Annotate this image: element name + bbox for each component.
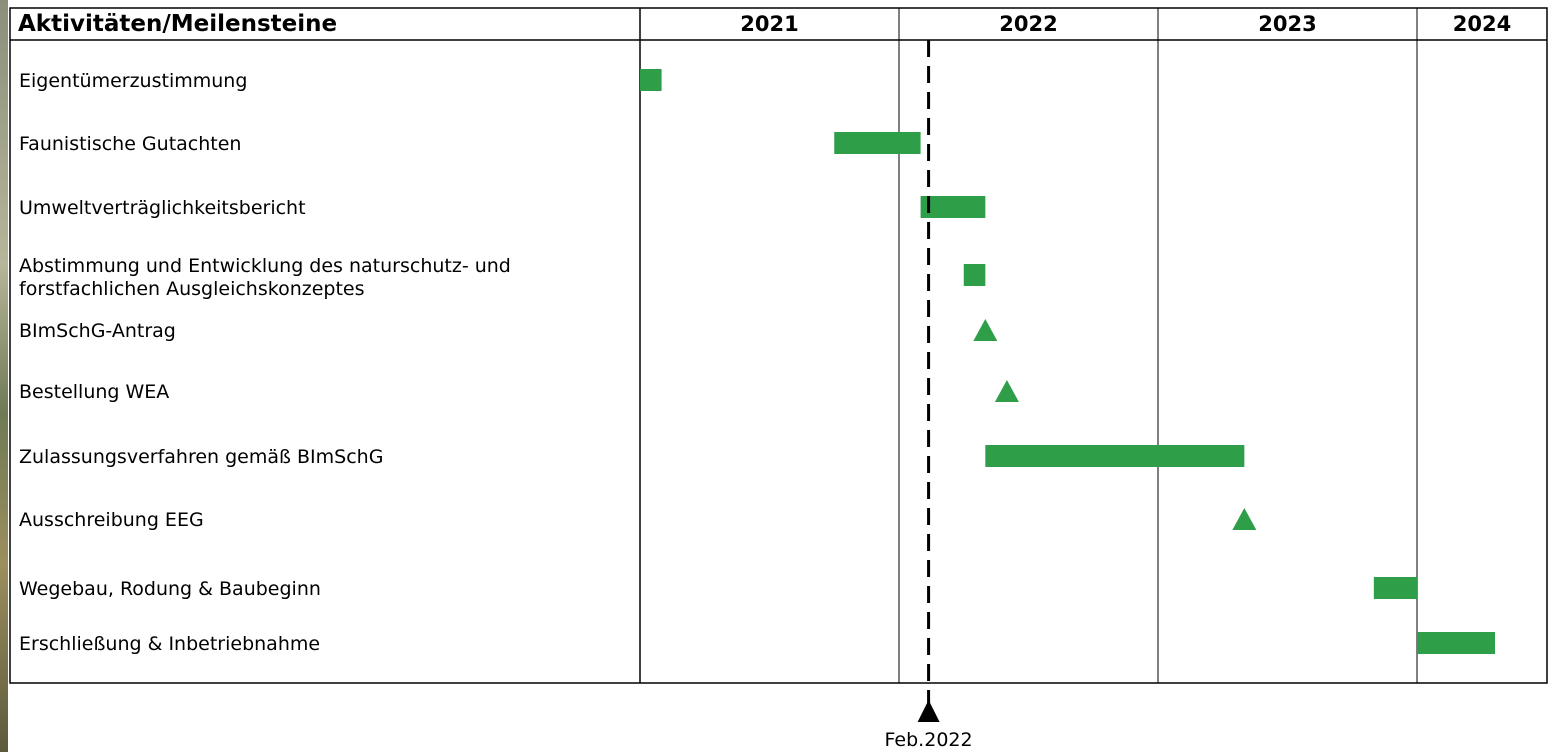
task-label: Umweltverträglichkeitsbericht <box>19 197 306 219</box>
background-photo-strip <box>0 0 8 752</box>
task-label: Ausschreibung EEG <box>19 509 204 531</box>
chart-frame <box>9 7 1548 684</box>
task-label: Bestellung WEA <box>19 381 169 403</box>
milestone-icon <box>973 319 998 341</box>
year-label: 2024 <box>1453 12 1511 36</box>
task-label: BImSchG-Antrag <box>19 320 176 342</box>
task-bar <box>1417 632 1495 654</box>
task-label: Faunistische Gutachten <box>19 133 241 155</box>
task-bar <box>834 132 921 154</box>
task-bar <box>985 445 1245 467</box>
today-marker: Feb.2022 <box>885 40 973 751</box>
year-label: 2023 <box>1258 12 1316 36</box>
task-label: Eigentümerzustimmung <box>19 70 247 92</box>
task-rows: Eigentümerzustimmung Faunistische Gutacht… <box>19 69 1495 655</box>
task-label: Wegebau, Rodung & Baubeginn <box>19 578 321 600</box>
task-bar <box>963 264 986 286</box>
task-label: Zulassungsverfahren gemäß BImSchG <box>19 446 383 468</box>
today-arrow-icon <box>917 700 940 722</box>
task-label: Erschließung & Inbetriebnahme <box>19 633 320 655</box>
task-bar <box>640 69 662 91</box>
task-bar <box>920 196 986 218</box>
year-columns: 2021 2022 2023 2024 <box>639 8 1511 683</box>
milestone-icon <box>994 380 1019 402</box>
task-label: Abstimmung und Entwicklung des naturschu… <box>19 255 511 300</box>
milestone-icon <box>1232 508 1257 530</box>
year-label: 2022 <box>999 12 1057 36</box>
today-label: Feb.2022 <box>885 729 973 751</box>
header-title: Aktivitäten/Meilensteine <box>18 11 337 37</box>
year-label: 2021 <box>740 12 798 36</box>
task-bar <box>1373 577 1417 599</box>
